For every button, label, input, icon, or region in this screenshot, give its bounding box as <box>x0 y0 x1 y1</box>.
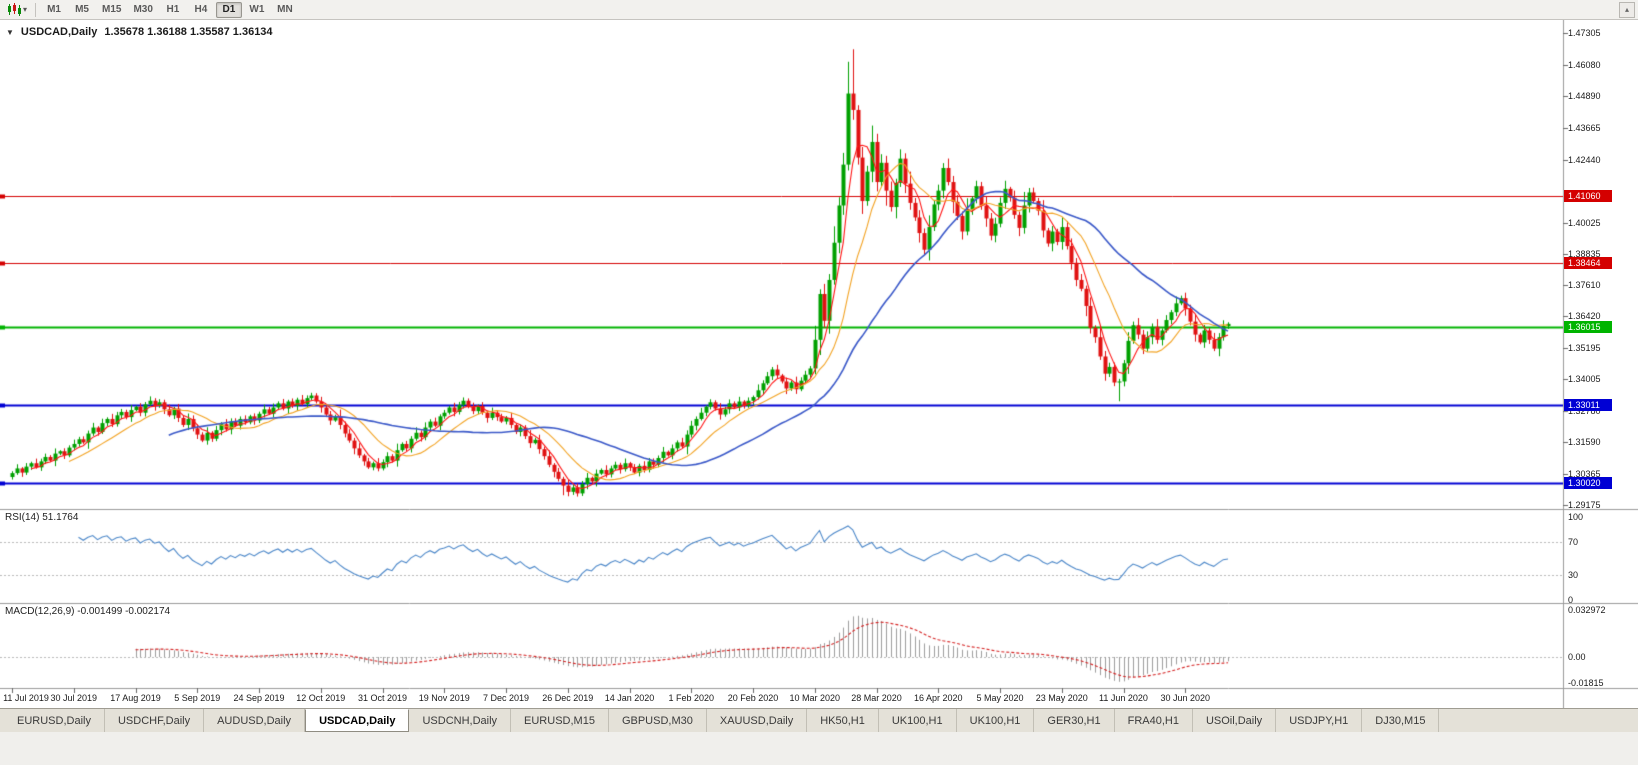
chart-tab-usdcad-daily[interactable]: USDCAD,Daily <box>305 709 410 732</box>
chart-tab-eurusd-daily[interactable]: EURUSD,Daily <box>4 709 105 732</box>
toolbar-separator <box>35 2 37 17</box>
chart-tab-xauusd-daily[interactable]: XAUUSD,Daily <box>707 709 808 732</box>
chart-tab-usoil-daily[interactable]: USOil,Daily <box>1193 709 1277 732</box>
chart-tab-fra40-h1[interactable]: FRA40,H1 <box>1115 709 1193 732</box>
chart-tab-audusd-daily[interactable]: AUDUSD,Daily <box>204 709 306 732</box>
chart-tab-usdchf-daily[interactable]: USDCHF,Daily <box>105 709 205 732</box>
timeframe-button-m30[interactable]: M30 <box>128 2 157 18</box>
chart-tab-usdjpy-h1[interactable]: USDJPY,H1 <box>1276 709 1363 732</box>
candlestick-chart-icon <box>8 3 21 16</box>
chart-tab-hk50-h1[interactable]: HK50,H1 <box>807 709 879 732</box>
chart-tab-usdcnh-daily[interactable]: USDCNH,Daily <box>409 709 512 732</box>
chart-canvas[interactable] <box>0 20 1638 708</box>
timeframe-button-h4[interactable]: H4 <box>188 2 214 18</box>
timeframe-button-w1[interactable]: W1 <box>244 2 270 18</box>
timeframe-button-m5[interactable]: M5 <box>69 2 95 18</box>
chart-tab-eurusd-m15[interactable]: EURUSD,M15 <box>511 709 609 732</box>
chart-region: ▼ USDCAD,Daily 1.35678 1.36188 1.35587 1… <box>0 20 1638 708</box>
chart-tab-gbpusd-m30[interactable]: GBPUSD,M30 <box>609 709 707 732</box>
chart-tab-bar: EURUSD,Daily USDCHF,Daily AUDUSD,Daily USDC… <box>0 708 1638 732</box>
chart-tab-dj30-m15[interactable]: DJ30,M15 <box>1362 709 1440 732</box>
dropdown-caret-icon: ▾ <box>23 5 28 14</box>
chart-type-button[interactable]: ▾ <box>3 2 31 18</box>
chart-tab-ger30-h1[interactable]: GER30,H1 <box>1034 709 1115 732</box>
timeframe-button-group: M1 M5 M15 M30 H1 H4 D1 W1 MN <box>40 1 299 18</box>
timeframe-button-mn[interactable]: MN <box>272 2 298 18</box>
timeframe-button-m1[interactable]: M1 <box>41 2 67 18</box>
timeframe-button-m15[interactable]: M15 <box>97 2 126 18</box>
statusbar-filler <box>0 732 1638 765</box>
top-toolbar: ▾ M1 M5 M15 M30 H1 H4 D1 W1 MN ▴ <box>0 0 1638 20</box>
timeframe-button-d1[interactable]: D1 <box>215 1 242 18</box>
timeframe-button-h1[interactable]: H1 <box>160 2 186 18</box>
chart-tab-uk100-h1[interactable]: UK100,H1 <box>957 709 1035 732</box>
chart-tab-uk100-h1[interactable]: UK100,H1 <box>879 709 957 732</box>
toolbar-scroll-up-button[interactable]: ▴ <box>1619 1 1635 18</box>
